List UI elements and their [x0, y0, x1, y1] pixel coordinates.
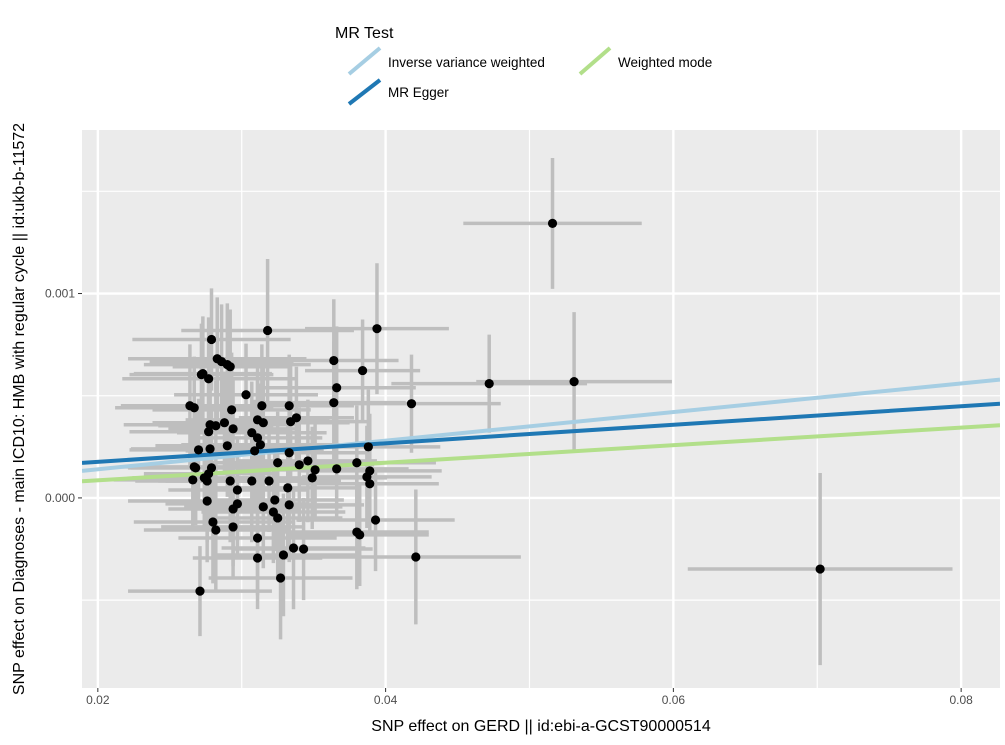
- data-point: [372, 324, 382, 334]
- data-point: [222, 441, 232, 451]
- y-tick-label: 0.000: [45, 491, 75, 505]
- data-point: [247, 476, 257, 486]
- data-point: [284, 500, 294, 510]
- data-point: [352, 458, 362, 468]
- data-point: [332, 464, 342, 474]
- data-point: [188, 475, 198, 485]
- data-point: [258, 502, 268, 512]
- data-point: [264, 476, 274, 486]
- legend-label-weighted-mode: Weighted mode: [618, 55, 712, 70]
- data-point: [365, 466, 375, 476]
- data-point: [227, 405, 237, 415]
- y-axis-label: SNP effect on Diagnoses - main ICD10: HM…: [11, 123, 28, 695]
- major-gridlines: [82, 130, 1000, 688]
- data-point: [252, 553, 263, 563]
- x-tick-label: 0.02: [86, 693, 110, 707]
- data-point: [199, 473, 209, 483]
- data-point: [278, 550, 289, 560]
- data-point: [228, 424, 238, 434]
- legend-title: MR Test: [335, 25, 394, 42]
- data-point: [406, 399, 417, 409]
- data-point: [252, 533, 263, 543]
- regression-line-mr-egger: [82, 401, 1000, 465]
- legend-key-weighted-mode: [578, 46, 612, 76]
- data-point: [252, 433, 263, 443]
- data-point: [228, 504, 238, 514]
- legend-key-mr-egger: [347, 78, 382, 106]
- data-point: [815, 564, 825, 574]
- data-point: [252, 415, 263, 425]
- data-point: [288, 543, 299, 553]
- data-point: [193, 445, 204, 455]
- data-point: [484, 379, 494, 389]
- x-tick-label: 0.08: [949, 693, 973, 707]
- y-axis-ticks: 0.000 0.001: [45, 287, 82, 505]
- x-axis-label: SNP effect on GERD || id:ebi-a-GCST90000…: [371, 718, 711, 735]
- data-point: [205, 444, 215, 454]
- data-point: [363, 442, 373, 452]
- data-point: [370, 515, 381, 525]
- data-point: [195, 586, 205, 596]
- data-point: [273, 458, 283, 468]
- data-point: [329, 398, 339, 408]
- data-point: [569, 377, 579, 387]
- data-point: [291, 413, 301, 423]
- data-point: [206, 334, 217, 345]
- legend: MR Test Inverse variance weighted MR Egg…: [335, 25, 712, 106]
- data-point: [273, 513, 283, 523]
- data-point: [263, 325, 273, 336]
- data-point: [294, 460, 304, 470]
- data-point: [211, 525, 221, 535]
- x-tick-label: 0.04: [374, 693, 398, 707]
- legend-label-ivw: Inverse variance weighted: [388, 55, 545, 70]
- data-point: [191, 463, 201, 473]
- x-axis-ticks: 0.02 0.04 0.06 0.08: [86, 688, 973, 707]
- legend-label-mr-egger: MR Egger: [388, 85, 449, 100]
- data-point: [189, 403, 199, 413]
- data-point: [270, 495, 280, 505]
- data-point: [211, 421, 221, 431]
- regression-line-weighted-mode: [82, 423, 1000, 484]
- data-point: [298, 544, 309, 554]
- data-point: [329, 355, 339, 366]
- data-point: [232, 485, 242, 495]
- y-tick-label: 0.001: [45, 287, 75, 301]
- data-point: [284, 401, 294, 411]
- legend-key-ivw: [347, 46, 382, 76]
- data-point: [225, 362, 235, 372]
- data-point: [365, 479, 375, 489]
- data-point: [310, 465, 320, 475]
- data-point: [547, 218, 558, 229]
- data-point: [202, 496, 212, 506]
- data-point: [357, 365, 368, 376]
- data-point: [255, 440, 266, 450]
- data-point: [303, 456, 313, 466]
- x-tick-label: 0.06: [662, 693, 686, 707]
- data-point: [241, 390, 251, 400]
- data-point: [257, 401, 267, 411]
- data-point: [204, 427, 214, 437]
- regression-line-inverse-variance-weighted: [82, 377, 1000, 473]
- data-point: [198, 369, 208, 379]
- regression-lines: [82, 377, 1000, 484]
- data-point: [332, 383, 342, 393]
- data-point: [284, 448, 294, 458]
- data-point: [219, 418, 230, 428]
- data-point: [355, 530, 365, 540]
- data-point: [250, 446, 260, 456]
- data-point: [411, 552, 421, 562]
- data-point: [225, 476, 235, 486]
- data-point: [208, 517, 218, 527]
- data-points: [185, 218, 825, 596]
- data-point: [228, 522, 238, 532]
- data-point: [275, 573, 286, 583]
- data-point: [307, 473, 317, 483]
- data-point: [283, 483, 293, 493]
